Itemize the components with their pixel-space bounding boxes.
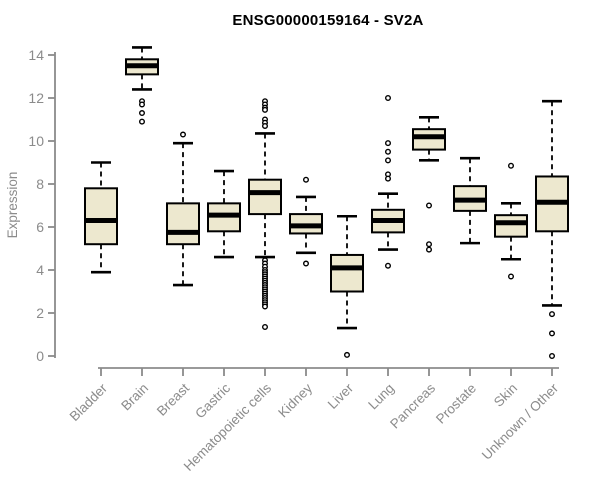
outlier-skin xyxy=(508,273,515,280)
x-tick-label: Skin xyxy=(491,381,520,410)
x-tick-label: Prostate xyxy=(433,381,479,427)
y-tick-label: 14 xyxy=(28,47,44,63)
y-tick-label: 10 xyxy=(28,133,44,149)
outlier-unknown-other xyxy=(549,353,556,360)
outlier-kidney xyxy=(303,176,310,183)
outlier-brain xyxy=(138,101,145,108)
outlier-unknown-other xyxy=(549,330,556,337)
y-tick-label: 4 xyxy=(36,262,44,278)
box-liver xyxy=(330,253,364,293)
outlier-unknown-other xyxy=(549,311,556,318)
outlier-breast xyxy=(179,131,186,138)
outlier-hematopoietic-cells xyxy=(262,106,269,113)
x-tick-label: Pancreas xyxy=(387,380,438,431)
outlier-lung xyxy=(385,175,392,182)
outlier-lung xyxy=(385,148,392,155)
y-tick-label: 2 xyxy=(36,305,44,321)
box-pancreas xyxy=(412,128,446,151)
box-bladder xyxy=(84,187,118,246)
outlier-liver xyxy=(344,351,351,358)
box-breast xyxy=(166,202,200,246)
box-hematopoietic-cells xyxy=(248,178,282,216)
outlier-lung xyxy=(385,157,392,164)
outlier-brain xyxy=(138,110,145,117)
y-tick-label: 6 xyxy=(36,219,44,235)
y-tick-label: 12 xyxy=(28,90,44,106)
outlier-lung xyxy=(385,94,392,101)
x-tick-label: Lung xyxy=(365,381,397,413)
outlier-skin xyxy=(508,162,515,169)
outlier-hematopoietic-cells xyxy=(262,303,269,310)
outlier-hematopoietic-cells xyxy=(262,122,269,129)
outlier-brain xyxy=(138,118,145,125)
outlier-pancreas xyxy=(426,202,433,209)
x-tick-label: Brain xyxy=(118,381,151,414)
y-tick-label: 0 xyxy=(36,348,44,364)
outlier-lung xyxy=(385,140,392,147)
x-tick-label: Liver xyxy=(325,380,357,412)
outlier-pancreas xyxy=(426,246,433,253)
x-tick-label: Bladder xyxy=(67,380,111,424)
x-tick-label: Kidney xyxy=(275,380,315,420)
box-skin xyxy=(494,214,528,238)
x-tick-label: Gastric xyxy=(192,380,233,421)
x-tick-label: Unknown / Other xyxy=(479,380,562,463)
outlier-pancreas xyxy=(426,241,433,248)
x-tick-label: Breast xyxy=(154,380,192,418)
chart-title: ENSG00000159164 - SV2A xyxy=(232,12,424,29)
y-axis-title: Expression xyxy=(5,172,20,239)
outlier-kidney xyxy=(303,260,310,267)
outlier-lung xyxy=(385,262,392,269)
y-tick-label: 8 xyxy=(36,176,44,192)
outlier-hematopoietic-cells xyxy=(262,323,269,330)
